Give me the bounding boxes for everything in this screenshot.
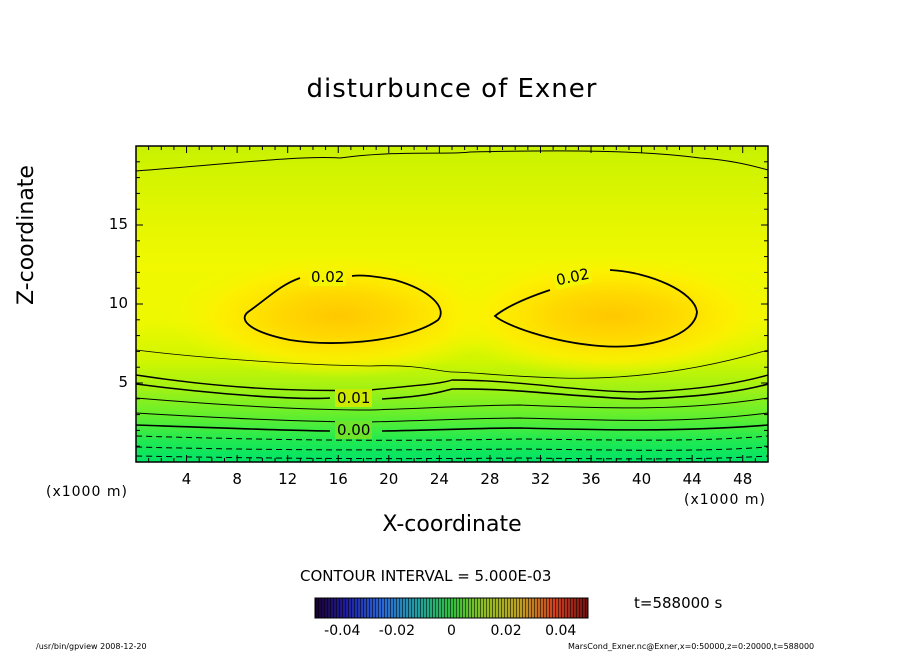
- contour-interval-label: CONTOUR INTERVAL = 5.000E-03: [300, 567, 552, 585]
- contour-line-neg2: [136, 446, 768, 451]
- x-axis-unit: (x1000 m): [684, 492, 766, 508]
- colorbar-tick-label: 0: [447, 623, 456, 639]
- colorbar: [314, 597, 589, 619]
- contour-line-low1: [136, 397, 768, 411]
- contour-line-low2: [136, 412, 768, 423]
- x-tick-label: 44: [682, 470, 702, 488]
- contour-line-upper-mid: [136, 349, 768, 379]
- contour-label: 0.01: [335, 389, 373, 407]
- colorbar-tick-label: -0.02: [378, 623, 415, 639]
- x-tick-label: 32: [530, 470, 551, 488]
- footer-right: MarsCond_Exner.nc@Exner,x=0:50000,z=0:20…: [568, 642, 815, 651]
- y-tick-marks: [136, 161, 768, 447]
- contour-line-001: [136, 383, 768, 400]
- y-axis-unit: (x1000 m): [46, 484, 128, 500]
- contour-line-top: [136, 150, 768, 172]
- y-axis-label: Z-coordinate: [14, 165, 40, 305]
- x-tick-label: 36: [581, 470, 601, 488]
- x-tick-label: 48: [733, 470, 753, 488]
- x-axis-label: X-coordinate: [382, 512, 522, 537]
- y-tick-label: 5: [118, 373, 128, 391]
- x-tick-label: 8: [232, 470, 242, 488]
- contour-002-left: [243, 274, 442, 344]
- x-tick-label: 4: [181, 470, 192, 488]
- colorbar-tick-label: 0.04: [545, 623, 577, 639]
- x-tick-marks: [148, 146, 756, 462]
- contour-line-neg3: [136, 455, 768, 460]
- y-tick-label: 10: [108, 294, 128, 312]
- y-tick-label: 15: [108, 215, 128, 233]
- contour-line-neg1: [136, 435, 768, 441]
- contour-line-mid: [136, 374, 768, 393]
- x-tick-label: 16: [328, 470, 348, 488]
- x-tick-label: 28: [480, 470, 500, 488]
- colorbar-tick-label: -0.04: [324, 623, 361, 639]
- x-tick-label: 12: [278, 470, 298, 488]
- contour-field: [136, 146, 768, 462]
- time-label: t=588000 s: [634, 594, 723, 612]
- contour-label: 0.02: [309, 268, 347, 286]
- x-tick-label: 40: [632, 470, 652, 488]
- x-tick-label: 24: [429, 470, 449, 488]
- contour-line-000: [136, 424, 768, 432]
- footer-left: /usr/bin/gpview 2008-12-20: [36, 642, 147, 651]
- chart-title: disturbunce of Exner: [306, 74, 598, 104]
- contour-label: 0.00: [335, 421, 373, 439]
- contour-002-right: [493, 269, 698, 348]
- x-tick-label: 20: [379, 470, 399, 488]
- colorbar-tick-label: 0.02: [490, 623, 522, 639]
